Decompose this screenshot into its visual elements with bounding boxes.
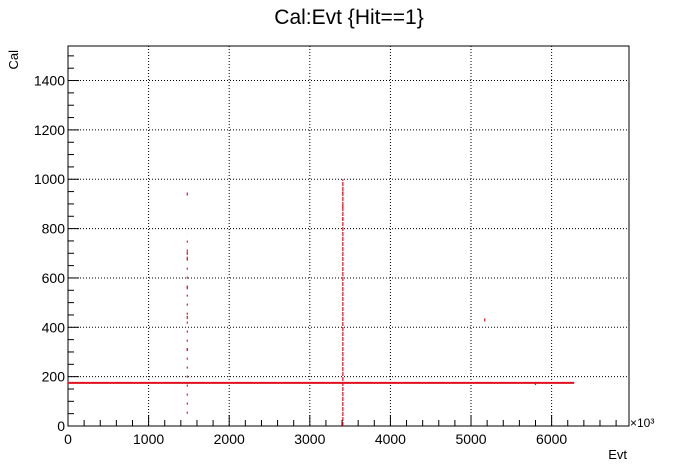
y-tick-label: 1000 — [34, 171, 65, 187]
data-point — [186, 286, 188, 290]
x-axis-multiplier: ×10³ — [630, 416, 654, 430]
data-points — [68, 179, 575, 426]
tick-labels: 0 1000 2000 3000 4000 5000 6000 0 200 400 600 800 10… — [34, 73, 568, 447]
plot-border — [67, 45, 630, 427]
x-tick-label: 6000 — [536, 431, 567, 447]
y-tick-label: 600 — [42, 270, 66, 286]
x-tick-label: 0 — [64, 431, 72, 447]
y-tick-label: 0 — [57, 418, 65, 434]
y-tick-label: 1200 — [34, 122, 65, 138]
y-axis-label: Cal — [6, 50, 21, 70]
data-point — [484, 318, 486, 322]
grid — [68, 46, 629, 426]
data-point — [186, 315, 188, 319]
x-tick-label: 4000 — [375, 431, 406, 447]
y-tick-label: 800 — [42, 221, 66, 237]
chart-title: Cal:Evt {Hit==1} — [274, 6, 423, 29]
y-tick-label: 400 — [42, 319, 66, 335]
y-tick-label: 200 — [42, 369, 66, 385]
data-point — [534, 382, 537, 386]
y-tick-label: 1400 — [34, 73, 65, 89]
x-tick-label: 5000 — [455, 431, 486, 447]
data-point — [342, 204, 344, 208]
data-point — [186, 256, 188, 260]
x-tick-label: 2000 — [214, 431, 245, 447]
data-point — [342, 217, 344, 221]
data-point — [186, 192, 188, 196]
x-axis-label: Evt — [608, 447, 627, 462]
x-tick-label: 3000 — [294, 431, 325, 447]
axis-ticks — [67, 55, 617, 427]
plot-frame — [67, 45, 630, 427]
data-point — [186, 348, 188, 352]
x-tick-label: 1000 — [133, 431, 164, 447]
data-point — [342, 191, 344, 195]
data-point — [186, 251, 188, 255]
